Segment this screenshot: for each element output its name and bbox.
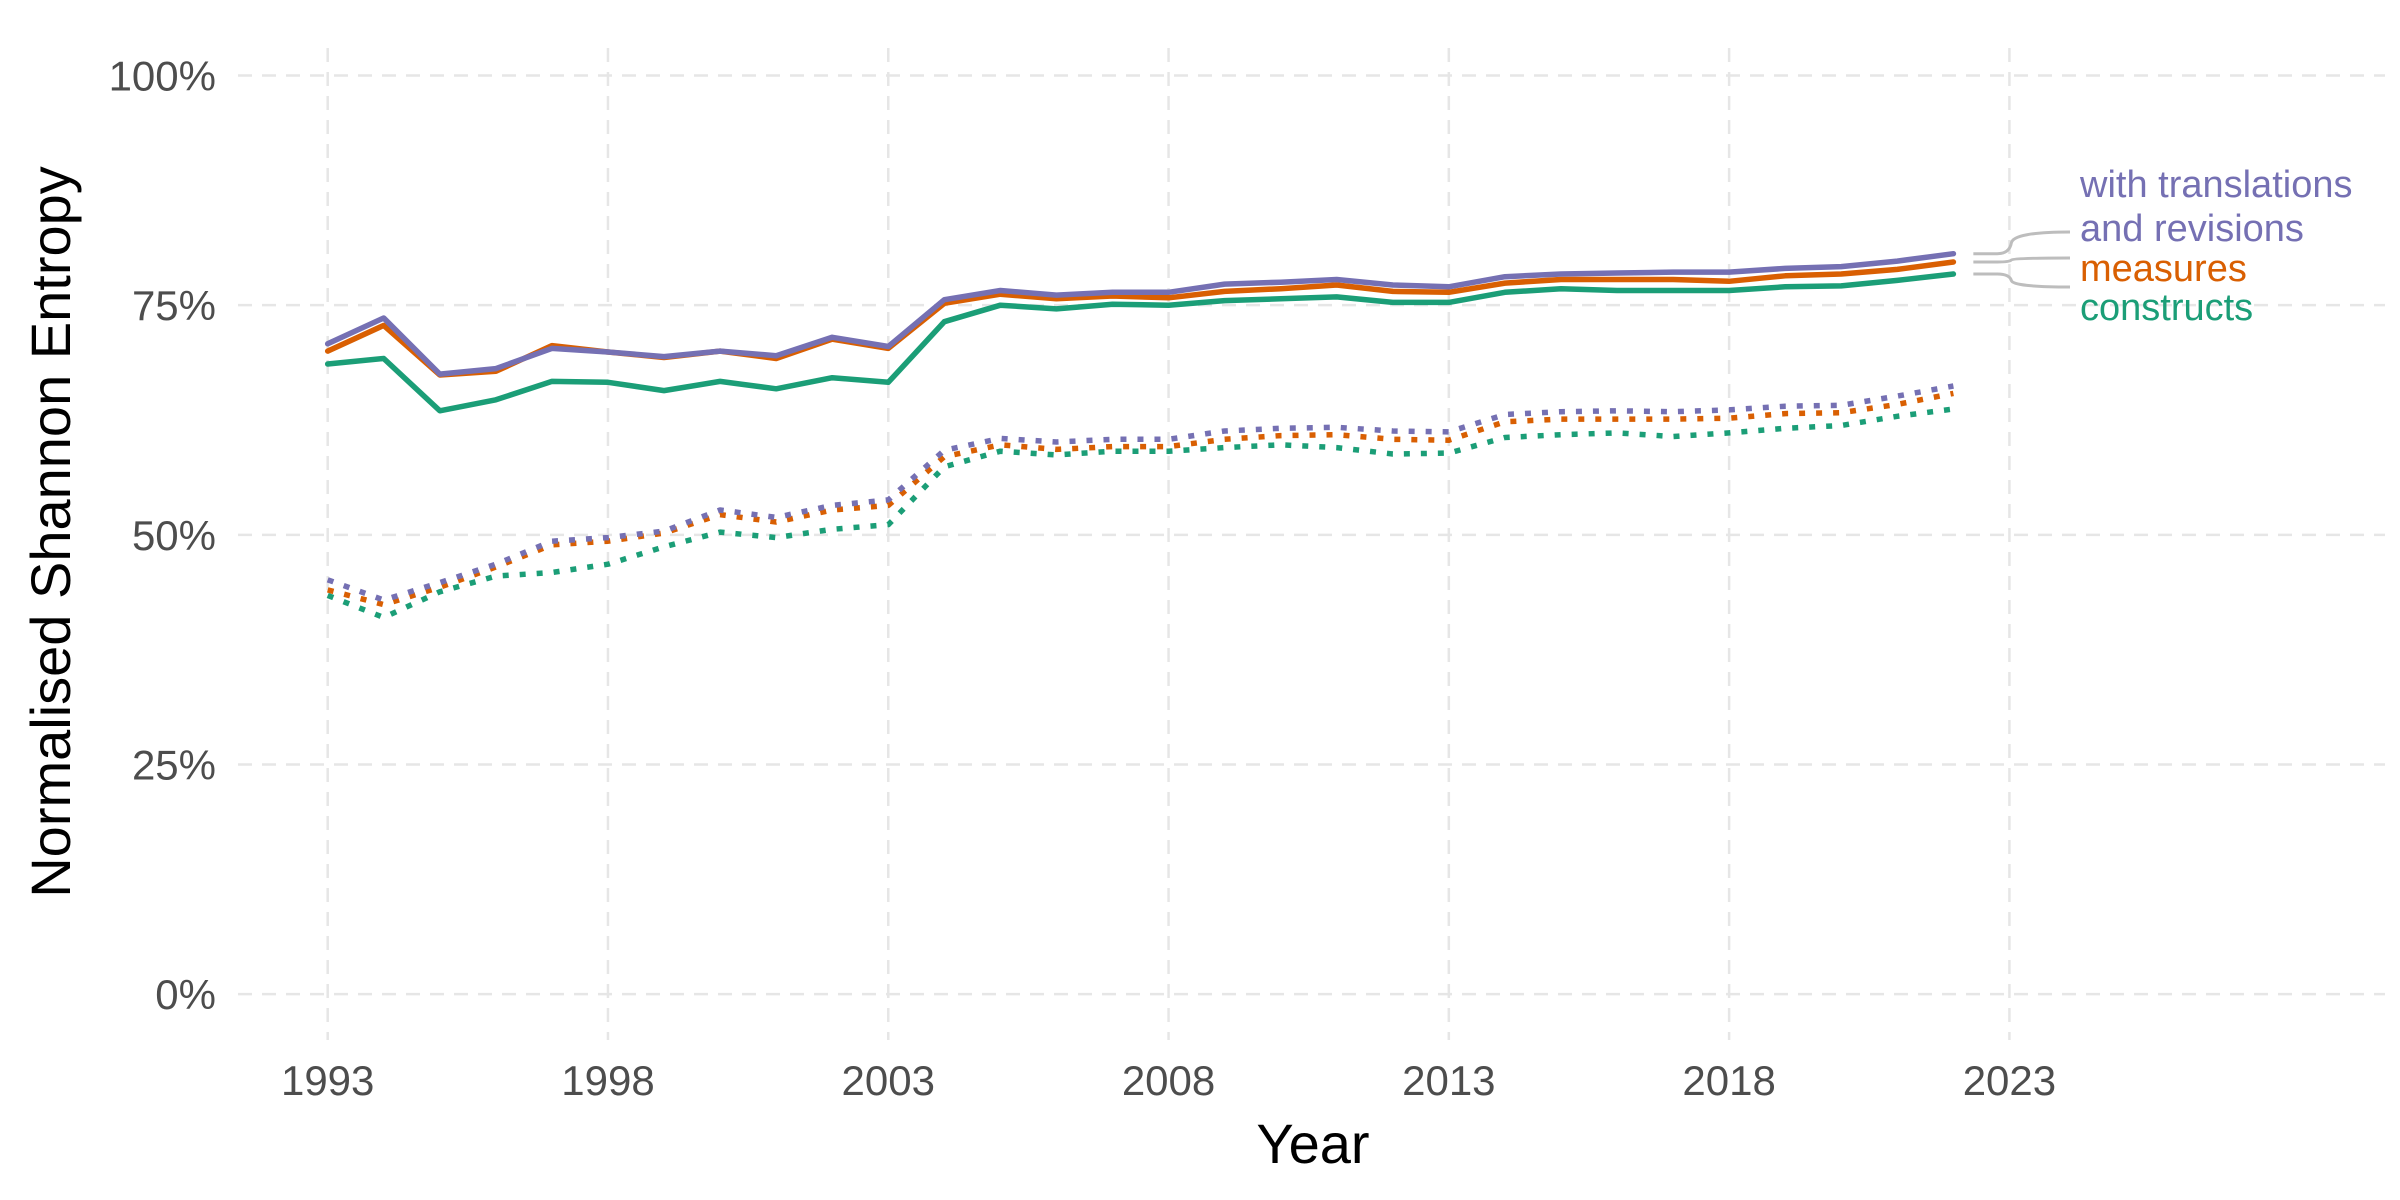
legend-label-2-0: constructs [2080,287,2253,329]
y-tick-label: 50% [132,512,216,559]
x-tick-label: 1993 [281,1057,374,1104]
legend-connector [1973,256,2071,264]
legend-label-0-1: and revisions [2080,208,2304,250]
x-tick-label: 2018 [1682,1057,1775,1104]
x-axis-title: Year [1256,1112,1369,1175]
tick-labels: 0% 25% 50% 75% 100% 1993 1998 2003 2008 2013 2018 2… [109,53,2057,1104]
series-line-solid-1 [324,259,1957,378]
y-tick-label: 0% [155,971,216,1018]
series-lines [324,250,1957,621]
y-tick-label: 100% [109,53,216,100]
y-axis-title: Normalised Shannon Entropy [19,166,82,898]
grid [238,48,2385,1040]
y-tick-label: 25% [132,741,216,788]
legend-connector [1973,272,2071,289]
x-tick-label: 2023 [1963,1057,2056,1104]
x-tick-label: 1998 [561,1057,654,1104]
legend-label-0-0: with translations [2079,164,2352,206]
x-tick-label: 2013 [1402,1057,1495,1104]
legend-label-1-0: measures [2080,248,2247,290]
series-line-solid-0 [324,250,1957,377]
x-tick-label: 2008 [1122,1057,1215,1104]
legend-connector [1973,230,2071,256]
series-line-dotted-3 [326,383,1954,603]
series-line-solid-2 [324,271,1957,414]
x-tick-label: 2003 [842,1057,935,1104]
y-tick-label: 75% [132,282,216,329]
series-line-dotted-4 [327,390,1954,608]
